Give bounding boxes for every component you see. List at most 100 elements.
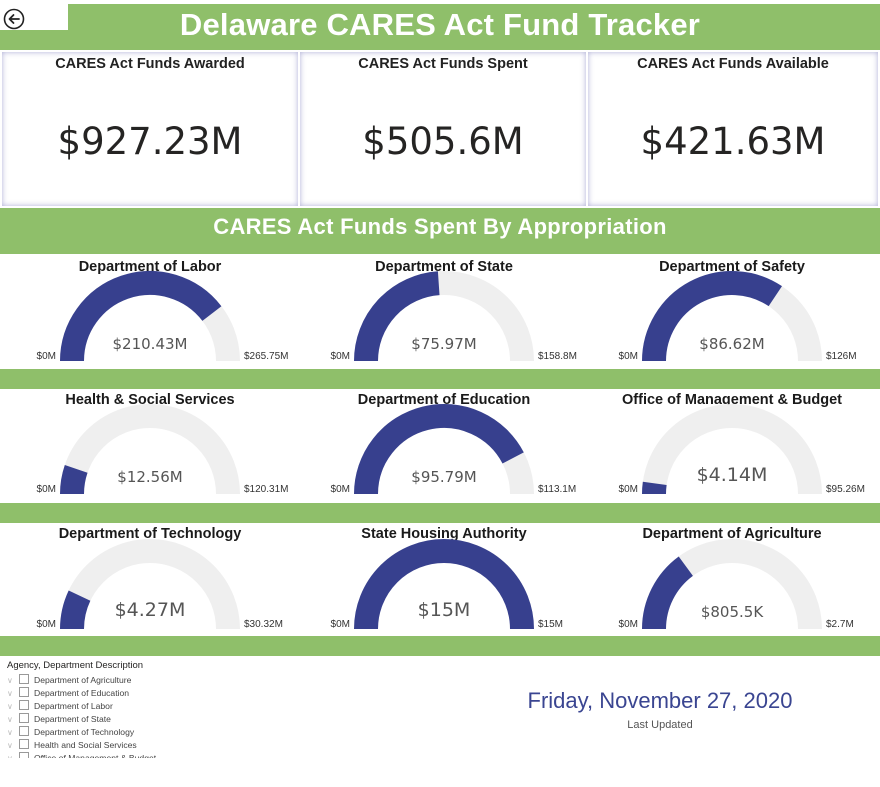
last-updated-label: Last Updated xyxy=(627,719,693,731)
gauge-min-label: $0M xyxy=(36,619,56,630)
slicer-item[interactable]: ∨ Department of Technology xyxy=(7,726,134,739)
gauge-chart xyxy=(642,539,822,630)
gauge-title: Health & Social Services xyxy=(65,392,235,408)
gauge-max-label: $95.26M xyxy=(826,484,865,495)
gauge-title: Department of Education xyxy=(357,392,531,408)
gauge-value-label: $4.27M xyxy=(114,599,186,621)
gauge-track xyxy=(60,539,240,630)
gauge-min-label: $0M xyxy=(618,484,638,495)
gauge-title: State Housing Authority xyxy=(361,526,527,542)
gauge-max-label: $158.8M xyxy=(538,351,577,362)
slicer-item-label: Department of Technology xyxy=(34,727,135,737)
chevron-down-icon[interactable]: ∨ xyxy=(7,715,13,724)
gauge-min-label: $0M xyxy=(36,484,56,495)
slicer-item-label: Department of Labor xyxy=(34,701,113,711)
gauge-max-label: $265.75M xyxy=(244,351,289,362)
gauge-max-label: $126M xyxy=(826,351,857,362)
kpi-card-available: CARES Act Funds Available $421.63M xyxy=(588,52,878,206)
chevron-down-icon[interactable]: ∨ xyxy=(7,728,13,737)
gauge-fill xyxy=(60,271,222,362)
gauge-value-label: $12.56M xyxy=(117,468,183,486)
kpi-spent-label: CARES Act Funds Spent xyxy=(358,56,528,72)
gauge-track xyxy=(60,404,240,495)
gauge-title: Office of Management & Budget xyxy=(622,392,842,408)
slicer-item[interactable]: ∨ Health and Social Services xyxy=(7,739,137,752)
section-bar xyxy=(0,208,880,254)
gauge-title: Department of Safety xyxy=(659,259,805,275)
back-button[interactable] xyxy=(0,4,68,30)
gauge-min-label: $0M xyxy=(330,484,350,495)
gauge-fill xyxy=(354,539,534,630)
chevron-down-icon[interactable]: ∨ xyxy=(7,689,13,698)
gauge-min-label: $0M xyxy=(330,619,350,630)
slicer-item-label: Department of State xyxy=(34,714,111,724)
section-title: CARES Act Funds Spent By Appropriation xyxy=(213,214,667,239)
gauge-value-label: $86.62M xyxy=(699,335,765,353)
gauge-max-label: $15M xyxy=(538,619,564,630)
slicer-item-label: Office of Management & Budget xyxy=(34,753,157,758)
gauge-title: Department of Labor xyxy=(78,259,222,275)
gauge-fill xyxy=(60,465,88,495)
gauge-fill xyxy=(642,481,667,495)
separator-band xyxy=(0,636,880,656)
kpi-spent-value: $505.6M xyxy=(362,120,524,163)
kpi-available-label: CARES Act Funds Available xyxy=(637,56,829,72)
gauge-max-label: $120.31M xyxy=(244,484,289,495)
gauge-title: Department of Technology xyxy=(58,526,242,542)
slicer-title: Agency, Department Description xyxy=(7,660,144,671)
gauge-value-label: $15M xyxy=(417,599,471,621)
gauge-value-label: $75.97M xyxy=(411,335,477,353)
kpi-awarded-value: $927.23M xyxy=(57,120,243,163)
slicer-item[interactable]: ∨ Department of Agriculture xyxy=(7,674,131,687)
chevron-down-icon[interactable]: ∨ xyxy=(7,752,19,758)
gauge-chart xyxy=(354,539,534,630)
slicer-item[interactable]: ∨ Department of Education xyxy=(7,687,129,700)
slicer-item[interactable]: ∨ Office of Management & Budget xyxy=(7,752,156,758)
gauge-value-label: $210.43M xyxy=(112,335,188,353)
gauge-chart xyxy=(354,404,534,495)
gauge-max-label: $113.1M xyxy=(538,484,577,495)
gauge-min-label: $0M xyxy=(618,351,638,362)
gauge-fill xyxy=(60,590,91,630)
slicer-item[interactable]: ∨ Department of Labor xyxy=(7,700,113,713)
checkbox[interactable] xyxy=(19,726,29,736)
gauge-fill xyxy=(642,556,694,630)
gauge-track xyxy=(642,404,822,495)
gauge-value-label: $4.14M xyxy=(696,464,768,486)
slicer-item-label: Department of Agriculture xyxy=(34,675,132,685)
checkbox[interactable] xyxy=(19,713,29,723)
gauge-fill xyxy=(642,271,782,362)
slicer-item[interactable]: ∨ Department of State xyxy=(7,713,111,726)
checkbox[interactable] xyxy=(19,674,29,684)
gauge-min-label: $0M xyxy=(36,351,56,362)
checkbox[interactable] xyxy=(19,687,29,697)
kpi-available-value: $421.63M xyxy=(640,120,826,163)
chevron-down-icon[interactable]: ∨ xyxy=(7,702,13,711)
checkbox[interactable] xyxy=(19,752,29,758)
kpi-card-awarded: CARES Act Funds Awarded $927.23M xyxy=(2,52,298,206)
gauge-chart xyxy=(642,271,822,362)
gauge-title: Department of State xyxy=(375,259,513,275)
kpi-awarded-label: CARES Act Funds Awarded xyxy=(55,56,245,72)
gauge-chart xyxy=(60,271,240,362)
checkbox[interactable] xyxy=(19,739,29,749)
back-arrow-icon[interactable] xyxy=(3,8,25,30)
title-bar xyxy=(0,4,880,50)
gauge-value-label: $805.5K xyxy=(700,603,764,621)
chevron-down-icon[interactable]: ∨ xyxy=(7,741,13,750)
gauge-fill xyxy=(354,271,440,362)
gauge-chart xyxy=(642,404,822,495)
gauge-chart xyxy=(60,404,240,495)
gauge-chart xyxy=(60,539,240,630)
separator-band xyxy=(0,503,880,523)
gauge-max-label: $2.7M xyxy=(826,619,854,630)
separator-band xyxy=(0,369,880,389)
slicer-item-label: Health and Social Services xyxy=(34,740,137,750)
kpi-card-spent: CARES Act Funds Spent $505.6M xyxy=(300,52,586,206)
gauge-fill xyxy=(354,404,524,495)
chevron-down-icon[interactable]: ∨ xyxy=(7,676,13,685)
last-updated-date: Friday, November 27, 2020 xyxy=(527,688,793,713)
gauge-max-label: $30.32M xyxy=(244,619,283,630)
checkbox[interactable] xyxy=(19,700,29,710)
gauge-min-label: $0M xyxy=(330,351,350,362)
